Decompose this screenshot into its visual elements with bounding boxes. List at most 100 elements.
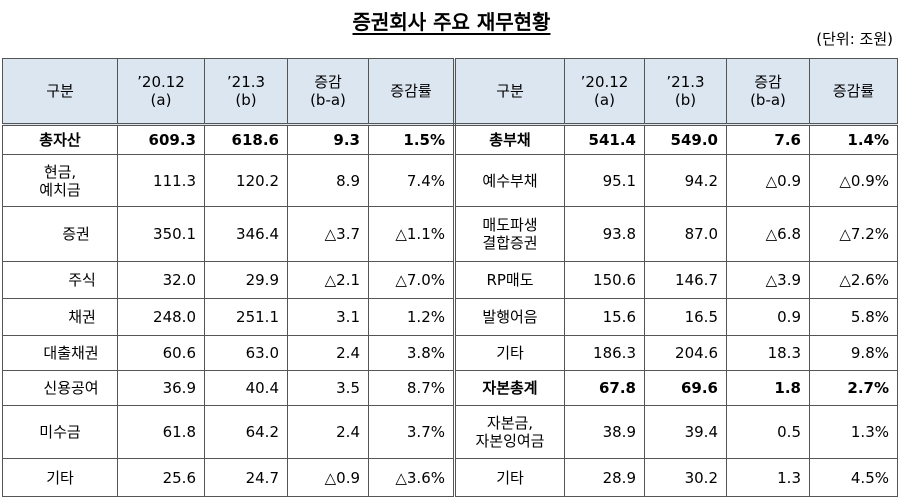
row-label: 현금, 예치금 [2,154,118,207]
column-header: 증감률 [368,58,456,126]
cell: 24.7 [204,458,288,497]
cell: 3.1 [287,298,369,336]
cell: 69.6 [644,370,727,406]
cell: △7.0% [368,261,456,299]
cell: 1.5% [368,124,456,155]
cell: 541.4 [564,124,645,155]
cell: 29.9 [204,261,288,299]
cell: 1.8 [726,370,810,406]
cell: 60.6 [117,335,205,371]
column-header: 구분 [454,58,565,126]
column-header: 증감 (b-a) [726,58,810,126]
table-row: 현금, 예치금 111.3 120.2 8.9 7.4% 예수부채 95.1 94.2 △0.9… [2,154,898,207]
table-row: 주식 32.0 29.9 △2.1 △7.0% RP매도 150.6 146.7 △3.9 △2.… [2,261,898,299]
cell: △3.7 [287,206,369,262]
cell: 94.2 [644,154,727,207]
cell: 64.2 [204,405,288,459]
cell: 93.8 [564,206,645,262]
row-label: 총부채 [454,124,565,155]
column-header: 증감 (b-a) [287,58,369,126]
table-row: 채권 248.0 251.1 3.1 1.2% 발행어음 15.6 16.5 0.9 5.8% [2,298,898,336]
cell: 0.9 [726,298,810,336]
cell: 67.8 [564,370,645,406]
cell: 1.4% [809,124,898,155]
table-row: 대출채권 60.6 63.0 2.4 3.8% 기타 186.3 204.6 18.3 9.8% [2,335,898,371]
cell: 346.4 [204,206,288,262]
row-label: 증권 [2,206,118,262]
cell: △3.9 [726,261,810,299]
cell: △1.1% [368,206,456,262]
row-label: 총자산 [2,124,118,155]
cell: △0.9 [287,458,369,497]
cell: 1.3 [726,458,810,497]
column-header: ’21.3 (b) [644,58,727,126]
unit: (단위: 조원) [816,30,893,48]
cell: 248.0 [117,298,205,336]
title-text: 증권회사 주요 재무현황 [352,10,551,34]
row-label: 신용공여 [2,370,118,406]
column-header: ’20.12 (a) [564,58,645,126]
column-header: 증감률 [809,58,898,126]
cell: 38.9 [564,405,645,459]
cell: 30.2 [644,458,727,497]
cell: △7.2% [809,206,898,262]
row-label: 기타 [2,458,118,497]
row-label: 발행어음 [454,298,565,336]
table-row: 기타 25.6 24.7 △0.9 △3.6% 기타 28.9 30.2 1.3 4.5% [2,458,898,497]
row-label: RP매도 [454,261,565,299]
cell: 3.5 [287,370,369,406]
row-label: 자본총계 [454,370,565,406]
cell: 39.4 [644,405,727,459]
cell: 61.8 [117,405,205,459]
column-header: ’20.12 (a) [117,58,205,126]
cell: 95.1 [564,154,645,207]
table-row: 미수금 61.8 64.2 2.4 3.7% 자본금, 자본잉여금 38.9 39.4 0.5 1… [2,405,898,459]
cell: 186.3 [564,335,645,371]
cell: 18.3 [726,335,810,371]
cell: 0.5 [726,405,810,459]
cell: 549.0 [644,124,727,155]
cell: 1.3% [809,405,898,459]
row-label: 예수부채 [454,154,565,207]
cell: 25.6 [117,458,205,497]
cell: 8.9 [287,154,369,207]
title: 증권회사 주요 재무현황 [0,6,903,35]
cell: 87.0 [644,206,727,262]
row-label: 채권 [2,298,118,336]
cell: 120.2 [204,154,288,207]
cell: 3.7% [368,405,456,459]
table-body: 총자산 609.3 618.6 9.3 1.5% 총부채 541.4 549.0 7.6 1.4%… [2,124,898,497]
cell: 63.0 [204,335,288,371]
cell: 251.1 [204,298,288,336]
cell: △0.9 [726,154,810,207]
column-header: ’21.3 (b) [204,58,288,126]
cell: 5.8% [809,298,898,336]
cell: 618.6 [204,124,288,155]
table-row: 총자산 609.3 618.6 9.3 1.5% 총부채 541.4 549.0 7.6 1.4% [2,124,898,155]
header-row: 구분 ’20.12 (a) ’21.3 (b) 증감 (b-a) 증감률 구분 ’20.12… [2,58,898,126]
cell: 28.9 [564,458,645,497]
cell: 32.0 [117,261,205,299]
cell: △2.6% [809,261,898,299]
row-label: 기타 [454,335,565,371]
cell: 4.5% [809,458,898,497]
cell: 15.6 [564,298,645,336]
cell: △2.1 [287,261,369,299]
row-label: 기타 [454,458,565,497]
column-header: 구분 [2,58,118,126]
cell: 16.5 [644,298,727,336]
cell: 146.7 [644,261,727,299]
cell: 9.3 [287,124,369,155]
cell: 2.4 [287,405,369,459]
table-row: 신용공여 36.9 40.4 3.5 8.7% 자본총계 67.8 69.6 1.8 2.7% [2,370,898,406]
cell: 2.7% [809,370,898,406]
cell: 609.3 [117,124,205,155]
table: 구분 ’20.12 (a) ’21.3 (b) 증감 (b-a) 증감률 구분 ’20.12… [2,58,898,497]
cell: △0.9% [809,154,898,207]
cell: 36.9 [117,370,205,406]
cell: 7.6 [726,124,810,155]
row-label: 미수금 [2,405,118,459]
cell: 9.8% [809,335,898,371]
table-row: 증권 350.1 346.4 △3.7 △1.1% 매도파생 결합증권 93.8 87.0 △6… [2,206,898,262]
